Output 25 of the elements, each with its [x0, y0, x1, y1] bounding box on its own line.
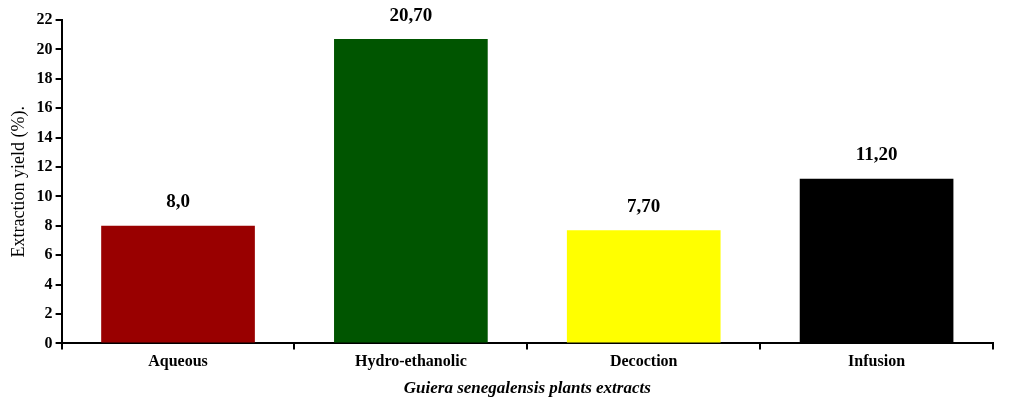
data-label: 7,70 — [627, 194, 661, 216]
y-tick-label: 18 — [36, 68, 53, 86]
x-tick-label: Aqueous — [148, 352, 208, 371]
x-tick-label: Decoction — [609, 352, 678, 370]
y-tick-label: 6 — [44, 245, 53, 263]
data-label: 8,0 — [166, 190, 190, 212]
x-axis-title: Guiera senegalensis plants extracts — [403, 378, 652, 398]
bar — [101, 225, 255, 343]
y-tick-label: 16 — [36, 98, 53, 116]
y-tick-label: 20 — [36, 39, 53, 57]
data-label: 20,70 — [389, 3, 433, 25]
bar — [566, 230, 721, 343]
bar — [334, 39, 488, 343]
y-tick-label: 8 — [44, 215, 53, 233]
x-tick-label: Infusion — [848, 352, 906, 370]
y-tick-label: 12 — [36, 157, 53, 175]
y-tick-label: 0 — [44, 333, 53, 351]
y-tick-label: 10 — [36, 186, 53, 204]
y-tick-label: 4 — [44, 274, 53, 292]
y-tick-label: 2 — [44, 304, 53, 322]
y-axis-title: Extraction yield (%). — [7, 105, 29, 258]
data-label: 11,20 — [855, 143, 898, 165]
y-tick-label: 14 — [36, 127, 53, 145]
y-tick-label: 22 — [36, 10, 53, 28]
x-tick-label: Hydro-ethanolic — [355, 352, 467, 371]
